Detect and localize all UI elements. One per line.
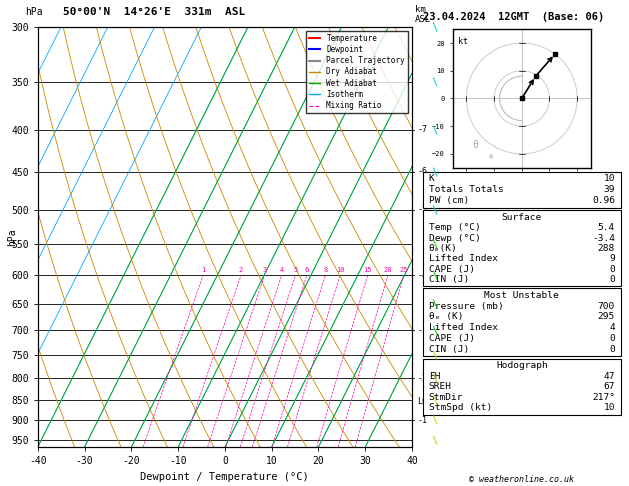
Text: hPa: hPa [25, 7, 43, 17]
Text: /: / [430, 124, 442, 136]
Text: /: / [430, 166, 442, 177]
Text: 5.4: 5.4 [598, 224, 615, 232]
Text: Surface: Surface [502, 213, 542, 222]
Text: -3: -3 [418, 326, 428, 335]
Text: 700: 700 [598, 302, 615, 311]
Text: θₑ (K): θₑ (K) [428, 312, 463, 322]
Text: Temp (°C): Temp (°C) [428, 224, 481, 232]
Text: CIN (J): CIN (J) [428, 345, 469, 354]
Text: SREH: SREH [428, 382, 452, 391]
Text: 295: 295 [598, 312, 615, 322]
Text: /: / [430, 394, 442, 405]
Text: CAPE (J): CAPE (J) [428, 334, 475, 343]
Text: /: / [430, 415, 442, 426]
Text: 4: 4 [609, 323, 615, 332]
Legend: Temperature, Dewpoint, Parcel Trajectory, Dry Adiabat, Wet Adiabat, Isotherm, Mi: Temperature, Dewpoint, Parcel Trajectory… [306, 31, 408, 113]
Text: Most Unstable: Most Unstable [484, 291, 559, 300]
Text: /: / [430, 298, 442, 309]
Text: 0: 0 [609, 345, 615, 354]
Text: 2: 2 [239, 267, 243, 273]
Text: /: / [430, 76, 442, 87]
Text: 217°: 217° [592, 393, 615, 402]
Text: /: / [430, 372, 442, 384]
Text: 67: 67 [603, 382, 615, 391]
Text: θ: θ [472, 140, 478, 150]
Text: Dewp (°C): Dewp (°C) [428, 234, 481, 243]
Text: CAPE (J): CAPE (J) [428, 264, 475, 274]
Text: 3: 3 [262, 267, 267, 273]
Text: Lifted Index: Lifted Index [428, 323, 498, 332]
Text: km
ASL: km ASL [415, 5, 431, 24]
X-axis label: Dewpoint / Temperature (°C): Dewpoint / Temperature (°C) [140, 472, 309, 482]
Text: /: / [430, 325, 442, 336]
Text: -3.4: -3.4 [592, 234, 615, 243]
Text: hPa: hPa [8, 228, 18, 246]
Text: 4: 4 [280, 267, 284, 273]
Text: 0: 0 [609, 334, 615, 343]
Text: Pressure (mb): Pressure (mb) [428, 302, 503, 311]
Text: 9: 9 [609, 254, 615, 263]
Text: PW (cm): PW (cm) [428, 196, 469, 206]
Text: /: / [430, 349, 442, 361]
Text: StmDir: StmDir [428, 393, 463, 402]
Text: 25: 25 [400, 267, 408, 273]
Text: /: / [430, 238, 442, 249]
Text: 0: 0 [609, 264, 615, 274]
Text: CIN (J): CIN (J) [428, 275, 469, 284]
Text: K: K [428, 174, 435, 183]
Text: -2: -2 [418, 374, 428, 382]
Text: 10: 10 [603, 174, 615, 183]
Text: 8: 8 [323, 267, 328, 273]
Text: /: / [430, 21, 442, 33]
Text: 10: 10 [336, 267, 345, 273]
Text: 5: 5 [293, 267, 298, 273]
Text: StmSpd (kt): StmSpd (kt) [428, 403, 492, 413]
Text: -7: -7 [418, 125, 428, 134]
Text: 47: 47 [603, 372, 615, 381]
Text: 0: 0 [609, 275, 615, 284]
Text: Lifted Index: Lifted Index [428, 254, 498, 263]
Text: 20: 20 [384, 267, 392, 273]
Text: /: / [430, 269, 442, 280]
Text: 50°00'N  14°26'E  331m  ASL: 50°00'N 14°26'E 331m ASL [63, 7, 245, 17]
Text: 10: 10 [603, 403, 615, 413]
Text: -1: -1 [418, 416, 428, 425]
Text: 15: 15 [364, 267, 372, 273]
Text: LCL: LCL [418, 398, 433, 406]
Text: -5: -5 [418, 205, 428, 214]
Text: /: / [430, 204, 442, 215]
Text: -4: -4 [418, 271, 428, 279]
Text: 0.96: 0.96 [592, 196, 615, 206]
Text: Hodograph: Hodograph [496, 361, 548, 370]
Text: © weatheronline.co.uk: © weatheronline.co.uk [469, 474, 574, 484]
Text: -6: -6 [418, 168, 428, 176]
Text: 6: 6 [305, 267, 309, 273]
Text: 39: 39 [603, 185, 615, 194]
Text: θₑ(K): θₑ(K) [428, 244, 457, 253]
Text: Totals Totals: Totals Totals [428, 185, 503, 194]
Text: θ: θ [489, 155, 493, 160]
Text: 1: 1 [201, 267, 205, 273]
Text: EH: EH [428, 372, 440, 381]
Text: /: / [430, 434, 442, 445]
Text: 288: 288 [598, 244, 615, 253]
Text: kt: kt [458, 37, 468, 47]
Text: 23.04.2024  12GMT  (Base: 06): 23.04.2024 12GMT (Base: 06) [423, 12, 604, 22]
